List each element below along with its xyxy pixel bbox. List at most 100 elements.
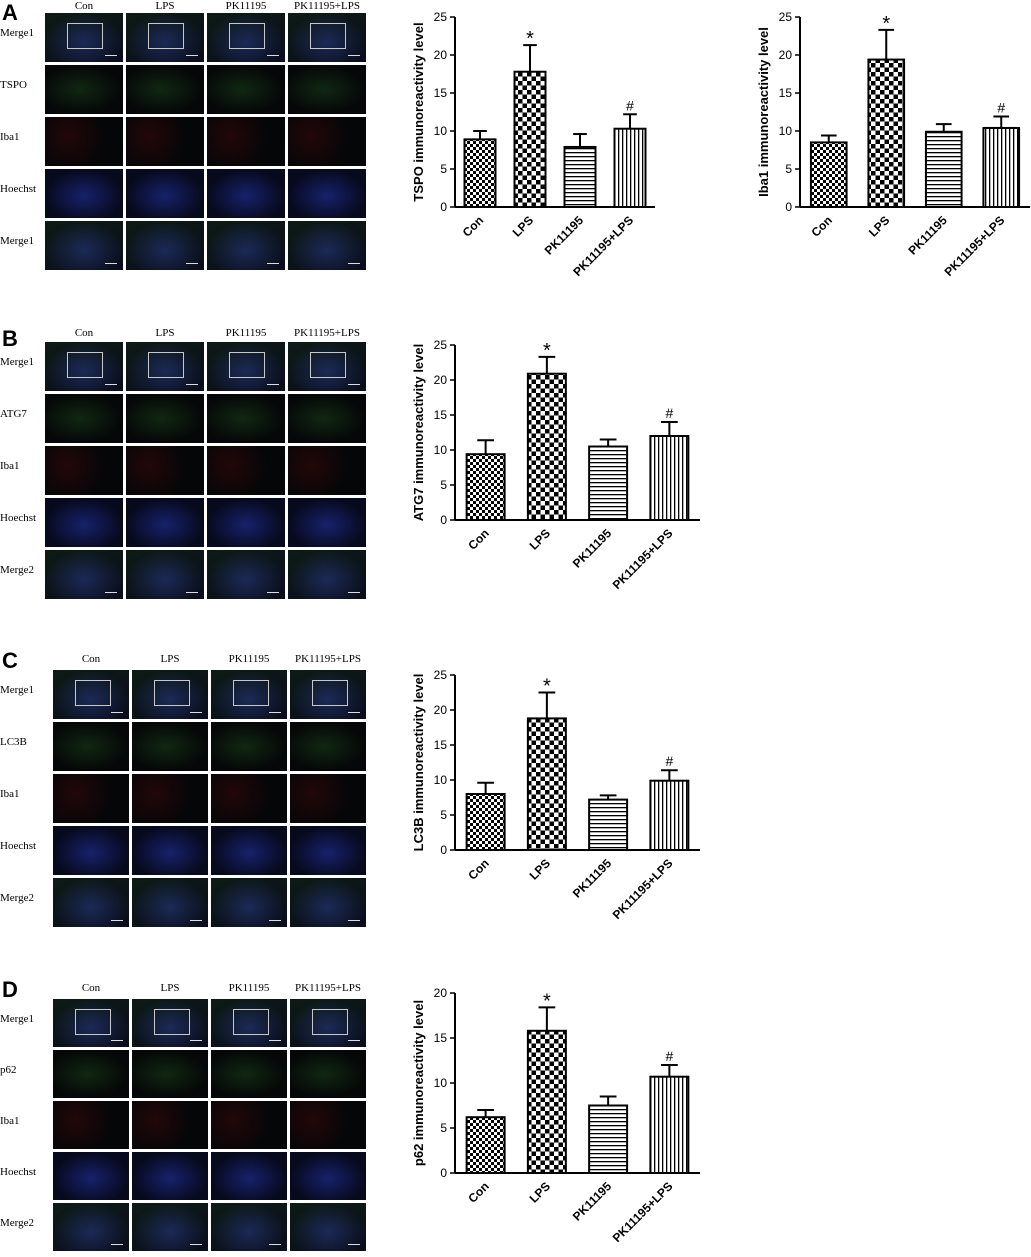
scale-bar [348,384,360,385]
y-tick-label: 20 [434,986,448,1000]
y-tick-label: 10 [779,124,793,138]
row-label: Merge2 [0,564,35,576]
micrograph-image [132,1203,208,1251]
y-axis-label: p62 immunoreactivity level [411,1000,426,1166]
bar-lps [867,58,906,209]
roi-box [154,1009,190,1035]
column-header: LPS [160,982,180,994]
y-tick-label: 0 [785,200,792,214]
x-tick-label: LPS [866,213,892,239]
micrograph-image [288,446,366,495]
panel-letter-a: A [2,0,18,25]
scale-bar [105,55,117,56]
bar-pk11195-lps [649,779,690,851]
micrograph-grid-b: Con LPS PK11195 PK11195+LPS Merge1 ATG7 Iba1 Ho… [0,327,375,602]
micrograph-image [288,394,366,443]
micrograph-image [290,1050,366,1098]
y-tick-label: 25 [434,10,448,24]
roi-box [67,352,103,378]
micrograph-image [45,117,123,166]
roi-box [75,680,111,706]
bar-con [465,453,506,521]
significance-marker: # [626,97,634,113]
y-tick-label: 10 [434,773,448,787]
scale-bar [186,384,198,385]
x-tick-label: Con [460,213,486,239]
y-tick-label: 25 [779,10,793,24]
micrograph-image [211,774,287,823]
bar-con [465,793,506,851]
panel-letter-c: C [2,648,18,673]
scale-bar [190,920,202,921]
row-label: Merge1 [0,1013,35,1025]
bar-chart-tspo: 0 5 10 15 20 25 TSPO immunoreactivity level Con… [411,10,655,279]
micrograph-image [288,65,366,114]
micrograph-image [53,1152,129,1200]
micrograph-image [126,342,204,391]
micrograph-grid-c: Con LPS PK11195 PK11195+LPS Merge1 LC3B Iba1 Ho… [0,653,375,931]
scale-bar [111,712,123,713]
roi-box [312,1009,348,1035]
y-axis-label: LC3B immunoreactivity level [411,674,426,852]
micrograph-image [211,1152,287,1200]
column-header: LPS [155,0,175,12]
bar-lps [526,372,567,522]
column-header: PK11195+LPS [294,0,360,12]
bar-pk11195-lps [613,127,647,208]
row-label: Hoechst [0,840,37,852]
y-axis-label: ATG7 immunoreactivity level [411,344,426,522]
scale-bar [111,1244,123,1245]
row-label: Merge2 [0,892,35,904]
micrograph-image [53,1050,129,1098]
x-tick-label: Con [465,1179,491,1205]
scale-bar [186,263,198,264]
bar-pk11195 [588,445,629,521]
x-tick-label: PK11195+LPS [942,213,1008,279]
x-tick-label: LPS [527,526,553,552]
y-tick-label: 5 [440,808,447,822]
significance-marker: * [526,28,534,50]
x-tick-label: Con [465,856,491,882]
micrograph-image [132,878,208,927]
scale-bar [105,592,117,593]
micrograph-image [45,498,123,547]
roi-box [154,680,190,706]
scale-bar [190,1244,202,1245]
micrograph-image [207,550,285,599]
micrograph-image [126,221,204,270]
scale-bar [348,592,360,593]
scale-bar [348,1040,360,1041]
column-header: PK11195 [225,0,267,12]
significance-marker: * [882,13,890,35]
bar-pk11195-lps [649,1075,690,1174]
micrograph-image [45,221,123,270]
y-tick-label: 20 [434,373,448,387]
significance-marker: # [665,1048,673,1064]
bar-con [809,141,848,208]
column-header: PK11195+LPS [295,982,361,994]
scale-bar [186,55,198,56]
micrograph-image [288,550,366,599]
scale-bar [269,920,281,921]
micrograph-image [288,169,366,218]
y-tick-label: 0 [440,200,447,214]
y-tick-label: 15 [434,1031,448,1045]
micrograph-image [132,722,208,771]
micrograph-image [132,670,208,719]
scale-bar [348,920,360,921]
micrograph-image [45,394,123,443]
y-tick-label: 15 [434,738,448,752]
row-label: ATG7 [0,408,27,420]
micrograph-image [211,1101,287,1149]
micrograph-image [288,13,366,62]
micrograph-image [290,999,366,1047]
micrograph-image [290,722,366,771]
bar-pk11195-lps [649,435,690,521]
x-tick-label: PK11195 [570,1179,615,1224]
roi-box [310,352,346,378]
y-tick-label: 5 [440,478,447,492]
column-header: Con [74,0,94,12]
micrograph-image [211,1203,287,1251]
row-label: Iba1 [0,131,20,143]
bar-lps [513,70,547,208]
